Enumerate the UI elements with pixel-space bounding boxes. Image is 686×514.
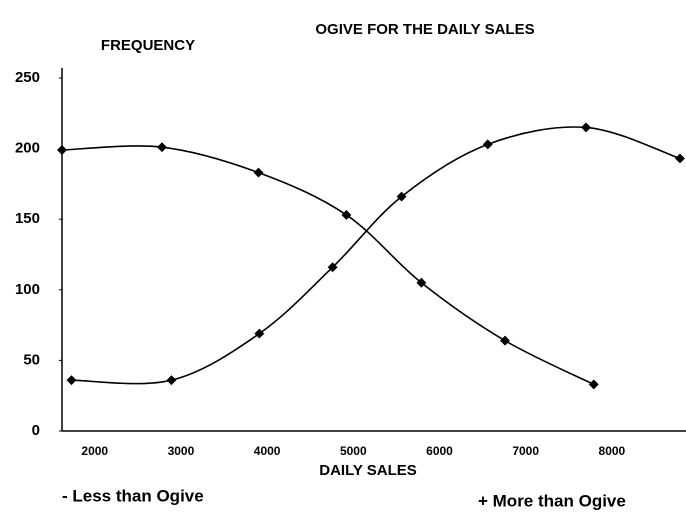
- point-marker: [581, 122, 591, 133]
- y-tick-label: 200: [15, 140, 40, 157]
- legend-entry: - Less than Ogive: [62, 486, 204, 505]
- y-tick-label: 0: [32, 422, 40, 439]
- x-tick-label: 3000: [168, 444, 195, 458]
- point-marker: [675, 153, 685, 164]
- point-marker: [396, 191, 407, 202]
- y-tick-label: 150: [15, 210, 40, 227]
- legend-entry: + More than Ogive: [478, 491, 626, 510]
- x-tick-label: 7000: [512, 444, 539, 458]
- ogive-line: [71, 126, 681, 385]
- ogive-line: [61, 145, 595, 386]
- point-marker: [253, 167, 264, 178]
- point-marker: [157, 142, 167, 153]
- point-marker: [66, 375, 77, 386]
- x-tick-label: 5000: [340, 444, 367, 458]
- point-marker: [254, 328, 265, 339]
- point-marker: [482, 139, 493, 150]
- x-axis-label: DAILY SALES: [319, 462, 417, 479]
- x-tick-label: 4000: [254, 444, 281, 458]
- point-marker: [57, 145, 67, 155]
- y-tick-label: 100: [15, 281, 40, 298]
- y-axis-label: FREQUENCY: [101, 37, 195, 54]
- point-marker: [416, 277, 427, 288]
- x-tick-label: 8000: [599, 444, 626, 458]
- chart-title: OGIVE FOR THE DAILY SALES: [315, 21, 534, 38]
- point-marker: [327, 262, 338, 273]
- x-tick-label: 6000: [426, 444, 453, 458]
- y-tick-label: 50: [23, 351, 40, 368]
- y-tick-label: 250: [15, 69, 40, 86]
- x-tick-label: 2000: [81, 444, 108, 458]
- point-marker: [588, 379, 599, 390]
- point-marker: [500, 335, 510, 346]
- point-marker: [166, 375, 177, 386]
- point-marker: [341, 210, 352, 220]
